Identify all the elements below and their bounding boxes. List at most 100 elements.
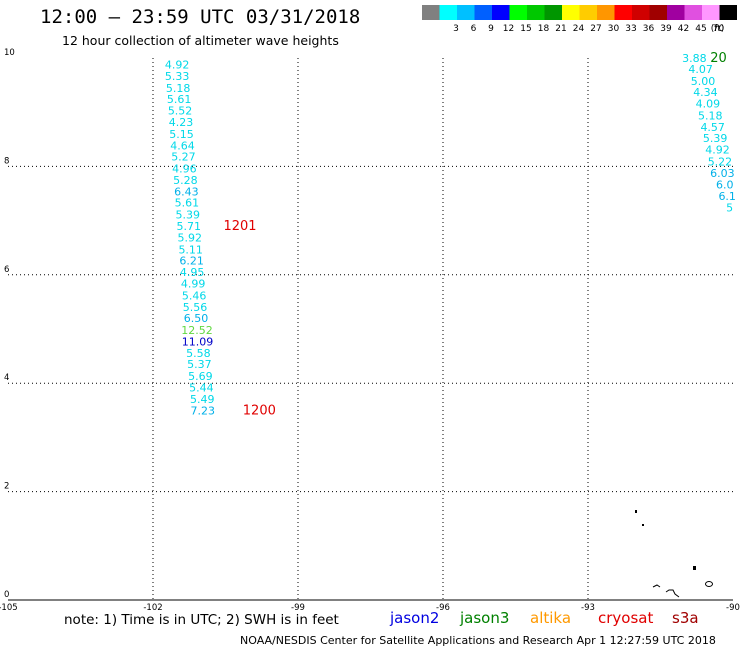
wave-height-label: 4.99 (181, 277, 206, 290)
x-tick-label: -93 (581, 603, 595, 613)
legend-swatch (632, 5, 650, 20)
island-mark (635, 510, 637, 513)
legend-swatch (614, 5, 632, 20)
legend-tick-label: 39 (660, 24, 672, 34)
legend-tick-label: 33 (625, 24, 636, 34)
wave-height-label: 5.56 (183, 301, 208, 314)
track-time-label: 1200 (243, 403, 276, 418)
wave-height-label: 6.0 (716, 178, 734, 191)
wave-height-label: 6.1 (718, 190, 736, 203)
wave-height-label: 5.61 (175, 197, 200, 210)
wave-height-label: 12.52 (181, 324, 213, 337)
wave-height-label: 6.03 (710, 167, 735, 180)
y-tick-label: 8 (4, 156, 9, 166)
legend-tick-label: 9 (488, 24, 494, 34)
wave-height-label: 5.27 (171, 151, 196, 164)
satellite-label-jason3: jason3 (460, 609, 510, 627)
x-tick-label: -102 (143, 603, 162, 613)
wave-height-label: 4.09 (696, 98, 721, 111)
wave-height-label: 5.15 (169, 128, 194, 141)
wave-height-label: 4.57 (700, 121, 725, 134)
wave-height-label: 4.96 (172, 163, 197, 176)
x-tick-label: -105 (0, 603, 18, 613)
legend-tick-label: 70 (713, 24, 725, 34)
legend-swatch (544, 5, 562, 20)
legend-swatch (649, 5, 667, 20)
legend-tick-label: 27 (590, 24, 601, 34)
track-time-label: 20 (710, 51, 727, 66)
wave-height-label: 5.39 (176, 209, 201, 222)
island-mark (642, 524, 644, 526)
wave-height-label: 5.44 (189, 382, 214, 395)
legend-swatch (439, 5, 457, 20)
y-tick-label: 2 (4, 482, 9, 492)
y-tick-label: 0 (4, 590, 9, 600)
wave-height-label: 6.50 (184, 312, 209, 325)
legend-tick-label: 45 (695, 24, 706, 34)
legend-swatch (719, 5, 737, 20)
island-mark (705, 581, 713, 587)
wave-height-label: 5.69 (188, 370, 213, 383)
island-mark (693, 566, 696, 570)
wave-height-label: 11.09 (182, 335, 214, 348)
wave-height-label: 5.33 (165, 70, 190, 83)
wave-height-label: 4.34 (693, 86, 718, 99)
legend-swatch (579, 5, 597, 20)
legend-tick-label: 36 (643, 24, 655, 34)
wave-height-label: 5.18 (166, 82, 191, 95)
legend-swatch (527, 5, 545, 20)
footer-credit: NOAA/NESDIS Center for Satellite Applica… (240, 634, 716, 647)
x-tick-label: -96 (436, 603, 450, 613)
wave-height-label: 5.39 (703, 132, 728, 145)
wave-height-label: 5.46 (182, 289, 207, 302)
legend-swatch (667, 5, 685, 20)
wave-height-label: 5.52 (168, 105, 193, 118)
legend-tick-label: 15 (520, 24, 531, 34)
legend-swatch (492, 5, 510, 20)
legend-tick-label: 21 (555, 24, 566, 34)
coastline-mark (665, 589, 680, 598)
legend-tick-label: 42 (678, 24, 689, 34)
wave-height-label: 4.92 (705, 144, 730, 157)
legend-swatch (562, 5, 580, 20)
legend-tick-label: 24 (573, 24, 585, 34)
legend-tick-label: 3 (453, 24, 459, 34)
legend-swatch (422, 5, 440, 20)
legend-swatch (457, 5, 475, 20)
wave-height-label: 5.61 (167, 93, 192, 106)
x-tick-label: -90 (726, 603, 740, 613)
page-title: 12:00 – 23:59 UTC 03/31/2018 (40, 6, 361, 28)
satellite-label-jason2: jason2 (390, 609, 440, 627)
satellite-label-s3a: s3a (672, 609, 699, 627)
legend-swatch (474, 5, 492, 20)
wave-height-label: 4.23 (169, 116, 194, 129)
wave-height-label: 4.95 (180, 266, 205, 279)
legend-swatch (509, 5, 527, 20)
satellite-label-cryosat: cryosat (598, 609, 654, 627)
satellite-label-altika: altika (530, 609, 572, 627)
track-time-label: 1201 (223, 219, 256, 234)
y-tick-label: 10 (4, 48, 15, 58)
page-subtitle: 12 hour collection of altimeter wave hei… (62, 33, 339, 48)
wave-height-label: 5.00 (691, 75, 716, 88)
x-tick-label: -99 (291, 603, 305, 613)
wave-height-label: 7.23 (191, 404, 216, 417)
wave-height-label: 6.21 (179, 255, 204, 268)
wave-height-label: 5.71 (177, 220, 202, 233)
wave-height-label: 5.37 (187, 358, 212, 371)
wave-height-label: 5.11 (178, 243, 203, 256)
legend-swatch (702, 5, 720, 20)
legend-tick-label: 12 (503, 24, 514, 34)
wave-height-label: 5.49 (190, 393, 215, 406)
y-tick-label: 6 (4, 265, 9, 275)
wave-height-label: 5.22 (708, 156, 733, 169)
wave-height-label: 4.07 (688, 63, 713, 76)
island-mark (652, 584, 661, 588)
wave-height-label: 5.58 (186, 347, 211, 360)
wave-height-label: 5.18 (698, 109, 723, 122)
legend-tick-label: 18 (538, 24, 550, 34)
wave-height-label: 5.92 (177, 231, 202, 244)
wave-height-label: 5 (726, 202, 733, 215)
wave-height-label: 4.92 (165, 59, 190, 72)
